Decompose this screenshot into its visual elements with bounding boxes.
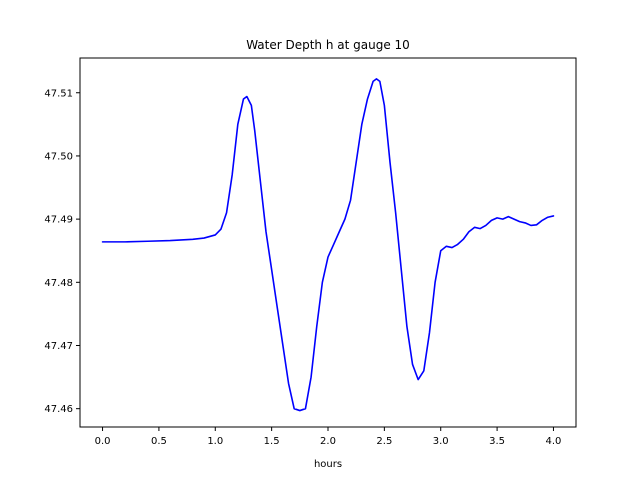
y-tick-label: 47.47 — [44, 341, 73, 352]
y-tick-label: 47.46 — [44, 404, 73, 415]
y-axis: 47.46 47.47 47.48 47.49 47.50 47.51 — [44, 88, 80, 415]
x-axis-label: hours — [314, 459, 342, 470]
plot-area — [79, 57, 577, 428]
x-tick-label: 4.0 — [546, 436, 562, 447]
series-layer — [101, 78, 555, 412]
plot-background — [80, 58, 576, 427]
x-tick-label: 3.0 — [433, 436, 449, 447]
x-tick-label: 3.5 — [489, 436, 505, 447]
x-axis: 0.0 0.5 1.0 1.5 2.0 2.5 3.0 3.5 4.0 — [95, 427, 562, 447]
y-tick-label: 47.50 — [44, 151, 73, 162]
x-tick-label: 0.5 — [151, 436, 167, 447]
x-tick-label: 0.0 — [95, 436, 111, 447]
x-tick-label: 2.0 — [320, 436, 336, 447]
x-tick-label: 1.0 — [207, 436, 223, 447]
y-tick-label: 47.48 — [44, 278, 73, 289]
y-tick-label: 47.51 — [44, 88, 73, 99]
y-tick-label: 47.49 — [44, 215, 73, 226]
x-tick-label: 1.5 — [264, 436, 280, 447]
x-tick-label: 2.5 — [376, 436, 392, 447]
series-line — [101, 78, 555, 412]
chart-title: Water Depth h at gauge 10 — [246, 38, 410, 52]
